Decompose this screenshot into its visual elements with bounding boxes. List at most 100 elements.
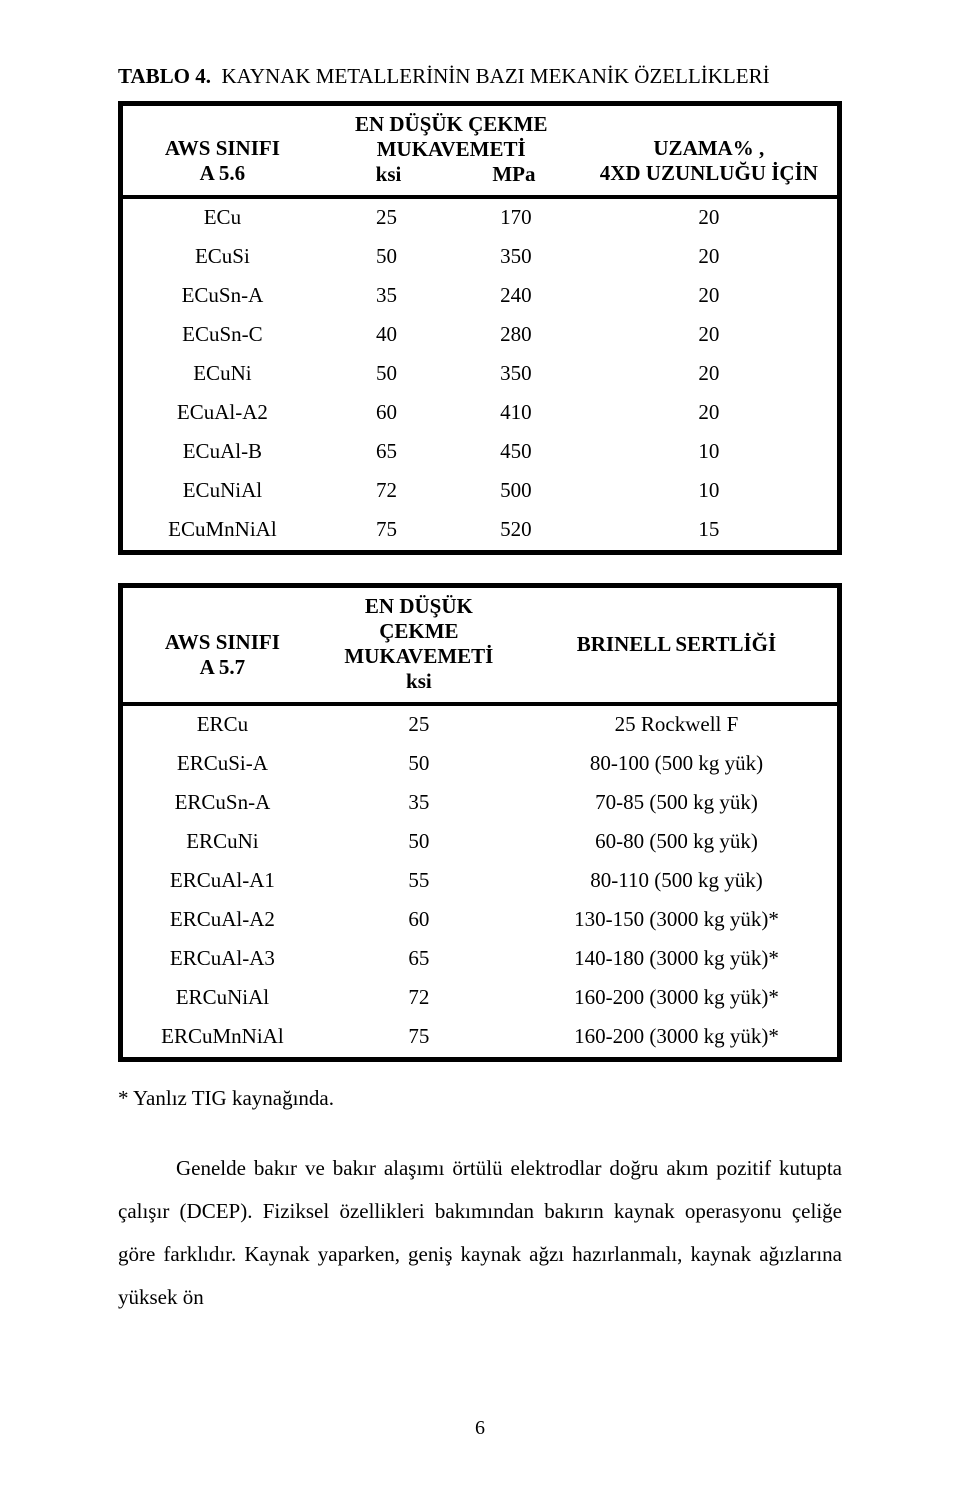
- table-row: ERCuSn-A3570-85 (500 kg yük): [121, 784, 840, 823]
- t2-h-c2-l3: ksi: [326, 669, 512, 694]
- t2-cell-c2: 50: [322, 745, 516, 784]
- t1-cell-c3: 280: [451, 316, 580, 355]
- t2-cell-c3: 160-200 (3000 kg yük)*: [516, 1018, 840, 1060]
- table-row: ERCuNiAl72160-200 (3000 kg yük)*: [121, 979, 840, 1018]
- t1-cell-c4: 20: [581, 277, 840, 316]
- t2-cell-c2: 50: [322, 823, 516, 862]
- t2-h-c2-l1: EN DÜŞÜK ÇEKME: [326, 594, 512, 644]
- t2-cell-c1: ERCuMnNiAl: [121, 1018, 322, 1060]
- t1-cell-c3: 350: [451, 355, 580, 394]
- t1-cell-c2: 50: [322, 355, 451, 394]
- table-row: ERCuNi5060-80 (500 kg yük): [121, 823, 840, 862]
- page-number: 6: [0, 1417, 960, 1440]
- t1-h-c3-l1: UZAMA% ,: [585, 136, 833, 161]
- table-row: ERCuAl-A15580-110 (500 kg yük): [121, 862, 840, 901]
- t1-cell-c3: 410: [451, 394, 580, 433]
- t1-cell-c3: 240: [451, 277, 580, 316]
- t1-head-col3: UZAMA% , 4XD UZUNLUĞU İÇİN: [581, 104, 840, 198]
- table-row: ERCuAl-A365140-180 (3000 kg yük)*: [121, 940, 840, 979]
- footnote: * Yanlız TIG kaynağında.: [118, 1086, 842, 1111]
- t1-cell-c1: ECuNi: [121, 355, 322, 394]
- t2-head-col3: BRINELL SERTLİĞİ: [516, 586, 840, 705]
- t2-cell-c3: 80-110 (500 kg yük): [516, 862, 840, 901]
- t1-h-c3-l2: 4XD UZUNLUĞU İÇİN: [585, 161, 833, 186]
- t1-cell-c1: ECuSn-A: [121, 277, 322, 316]
- t1-h-c2-l1: EN DÜŞÜK ÇEKME: [326, 112, 577, 137]
- table1-header-row: AWS SINIFI A 5.6 EN DÜŞÜK ÇEKME MUKAVEME…: [121, 104, 840, 198]
- t2-cell-c3: 70-85 (500 kg yük): [516, 784, 840, 823]
- title-rest: KAYNAK METALLERİNİN BAZI MEKANİK ÖZELLİK…: [211, 64, 770, 88]
- t2-cell-c1: ERCuSn-A: [121, 784, 322, 823]
- t1-h-c2-sub-left: ksi: [326, 162, 451, 187]
- t1-cell-c2: 75: [322, 511, 451, 553]
- t2-h-c3-l1: BRINELL SERTLİĞİ: [520, 632, 833, 657]
- table4-title: TABLO 4. KAYNAK METALLERİNİN BAZI MEKANİ…: [118, 64, 842, 89]
- t2-cell-c2: 72: [322, 979, 516, 1018]
- table2-header-row: AWS SINIFI A 5.7 EN DÜŞÜK ÇEKME MUKAVEME…: [121, 586, 840, 705]
- t2-cell-c1: ERCuNi: [121, 823, 322, 862]
- table-row: ECuMnNiAl7552015: [121, 511, 840, 553]
- t2-cell-c2: 65: [322, 940, 516, 979]
- t1-cell-c4: 10: [581, 472, 840, 511]
- t2-cell-c2: 25: [322, 704, 516, 745]
- t1-cell-c4: 15: [581, 511, 840, 553]
- t2-cell-c2: 35: [322, 784, 516, 823]
- t2-cell-c2: 75: [322, 1018, 516, 1060]
- table-row: ECuAl-A26041020: [121, 394, 840, 433]
- t1-head-col2: EN DÜŞÜK ÇEKME MUKAVEMETİ ksi MPa: [322, 104, 581, 198]
- table-row: ERCu2525 Rockwell F: [121, 704, 840, 745]
- t2-head-col1: AWS SINIFI A 5.7: [121, 586, 322, 705]
- t1-cell-c2: 35: [322, 277, 451, 316]
- t1-cell-c3: 520: [451, 511, 580, 553]
- t1-cell-c4: 20: [581, 197, 840, 238]
- t1-h-c1-l2: A 5.6: [127, 161, 318, 186]
- t2-cell-c2: 55: [322, 862, 516, 901]
- table1: AWS SINIFI A 5.6 EN DÜŞÜK ÇEKME MUKAVEME…: [118, 101, 842, 555]
- t2-cell-c1: ERCuAl-A2: [121, 901, 322, 940]
- t1-cell-c4: 20: [581, 238, 840, 277]
- t1-cell-c3: 450: [451, 433, 580, 472]
- table2: AWS SINIFI A 5.7 EN DÜŞÜK ÇEKME MUKAVEME…: [118, 583, 842, 1062]
- t1-cell-c2: 60: [322, 394, 451, 433]
- t1-head-col1: AWS SINIFI A 5.6: [121, 104, 322, 198]
- table-row: ECuSn-C4028020: [121, 316, 840, 355]
- page: TABLO 4. KAYNAK METALLERİNİN BAZI MEKANİ…: [0, 0, 960, 1359]
- t1-cell-c1: ECuMnNiAl: [121, 511, 322, 553]
- t1-cell-c2: 50: [322, 238, 451, 277]
- t2-h-c1-l1: AWS SINIFI: [127, 630, 318, 655]
- t2-cell-c3: 60-80 (500 kg yük): [516, 823, 840, 862]
- t2-cell-c1: ERCuSi-A: [121, 745, 322, 784]
- t2-cell-c3: 140-180 (3000 kg yük)*: [516, 940, 840, 979]
- table-row: ERCuMnNiAl75160-200 (3000 kg yük)*: [121, 1018, 840, 1060]
- body-paragraph: Genelde bakır ve bakır alaşımı örtülü el…: [118, 1147, 842, 1319]
- t1-cell-c4: 20: [581, 355, 840, 394]
- t1-h-c2-sub-right: MPa: [451, 162, 576, 187]
- t1-cell-c1: ECuNiAl: [121, 472, 322, 511]
- t1-cell-c1: ECuSi: [121, 238, 322, 277]
- table-row: ERCuSi-A5080-100 (500 kg yük): [121, 745, 840, 784]
- t1-cell-c3: 350: [451, 238, 580, 277]
- t1-cell-c3: 170: [451, 197, 580, 238]
- t1-cell-c4: 20: [581, 394, 840, 433]
- table-row: ECuNiAl7250010: [121, 472, 840, 511]
- t2-h-c1-l2: A 5.7: [127, 655, 318, 680]
- table-row: ERCuAl-A260130-150 (3000 kg yük)*: [121, 901, 840, 940]
- t1-cell-c2: 72: [322, 472, 451, 511]
- table-row: ECuSi5035020: [121, 238, 840, 277]
- t1-cell-c2: 40: [322, 316, 451, 355]
- t1-cell-c1: ECu: [121, 197, 322, 238]
- t1-cell-c2: 65: [322, 433, 451, 472]
- table-row: ECu2517020: [121, 197, 840, 238]
- t1-h-c1-l1: AWS SINIFI: [127, 136, 318, 161]
- t2-cell-c1: ERCuAl-A1: [121, 862, 322, 901]
- table-row: ECuSn-A3524020: [121, 277, 840, 316]
- table-row: ECuNi5035020: [121, 355, 840, 394]
- table-row: ECuAl-B6545010: [121, 433, 840, 472]
- t1-cell-c1: ECuAl-B: [121, 433, 322, 472]
- t1-cell-c1: ECuAl-A2: [121, 394, 322, 433]
- t2-head-col2: EN DÜŞÜK ÇEKME MUKAVEMETİ ksi: [322, 586, 516, 705]
- t1-cell-c4: 10: [581, 433, 840, 472]
- t1-cell-c4: 20: [581, 316, 840, 355]
- t1-cell-c1: ECuSn-C: [121, 316, 322, 355]
- t2-cell-c2: 60: [322, 901, 516, 940]
